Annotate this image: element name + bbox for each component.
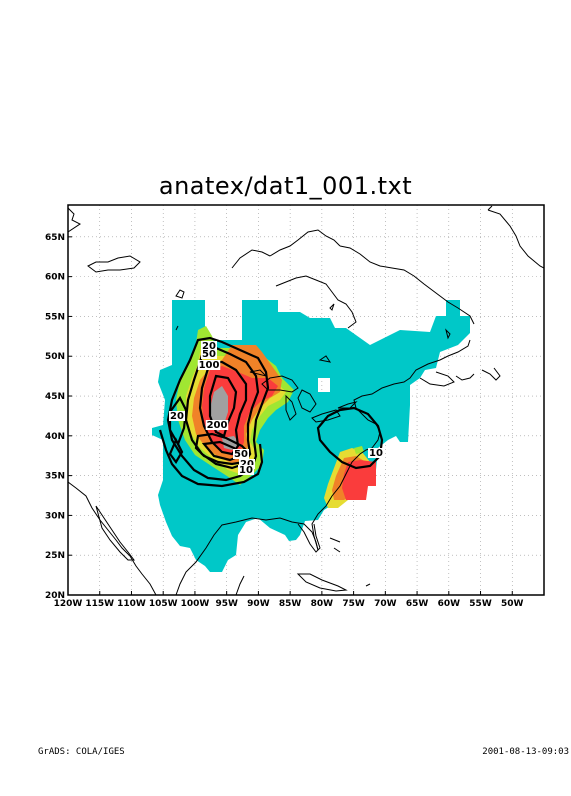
x-tick-label: 85W — [279, 599, 302, 609]
contour-label: 20 — [170, 411, 184, 422]
y-tick-label: 35N — [45, 472, 65, 482]
plume-green-edge — [354, 446, 364, 454]
y-axis: 20N 25N 30N 35N 40N 45N 50N 55N 60N 65N — [45, 233, 72, 601]
y-tick-label: 65N — [45, 233, 65, 243]
contour-label-bg — [238, 465, 254, 475]
contour-label: 10 — [369, 448, 383, 459]
contour-label-bg — [201, 341, 217, 351]
x-tick-label: 75W — [342, 599, 365, 609]
y-tick-label: 55N — [45, 312, 65, 322]
contour-label-bg — [239, 459, 255, 469]
plume-red — [342, 460, 376, 500]
y-tick-label: 45N — [45, 392, 65, 402]
y-tick-label: 20N — [45, 591, 65, 601]
x-tick-label: 120W — [54, 599, 83, 609]
x-tick-label: 100W — [181, 599, 210, 609]
map-frame — [67, 204, 545, 596]
contour-label-bg — [169, 411, 185, 421]
shade-level-6b — [222, 436, 240, 450]
contour-label-bg — [201, 349, 217, 359]
x-axis: 120W 115W 110W 105W 100W 95W 90W 85W 80W 75W 70W 65… — [54, 591, 524, 609]
x-tick-label: 80W — [311, 599, 334, 609]
map-title: anatex/dat1_001.txt — [158, 172, 413, 200]
x-tick-label: 115W — [85, 599, 114, 609]
contour-label: 100 — [199, 360, 220, 371]
contour-label: 50 — [234, 449, 248, 460]
x-tick-label: 50W — [501, 599, 524, 609]
x-tick-label: 110W — [117, 599, 146, 609]
contour-label-bg — [205, 420, 229, 430]
y-tick-label: 40N — [45, 432, 65, 442]
contour-label-bg — [368, 448, 384, 458]
contour-label-bg — [233, 449, 249, 459]
x-tick-label: 70W — [374, 599, 397, 609]
coastlines — [68, 205, 544, 595]
x-tick-label: 95W — [215, 599, 238, 609]
footer-right: 2001-08-13-09:03 — [482, 747, 569, 757]
footer-left: GrADS: COLA/IGES — [38, 747, 125, 757]
y-tick-label: 30N — [45, 511, 65, 521]
contour-label: 20 — [240, 459, 254, 470]
x-tick-label: 105W — [149, 599, 178, 609]
y-tick-label: 50N — [45, 352, 65, 362]
contour-label: 50 — [202, 349, 216, 360]
x-tick-label: 90W — [247, 599, 270, 609]
x-tick-label: 55W — [469, 599, 492, 609]
y-tick-label: 25N — [45, 551, 65, 561]
x-tick-label: 60W — [438, 599, 461, 609]
contour-label: 20 — [202, 341, 216, 352]
contour-label: 200 — [207, 420, 228, 431]
x-tick-label: 65W — [406, 599, 429, 609]
y-tick-label: 60N — [45, 273, 65, 283]
contour-label-bg — [197, 360, 221, 370]
contour-label: 10 — [239, 465, 253, 476]
